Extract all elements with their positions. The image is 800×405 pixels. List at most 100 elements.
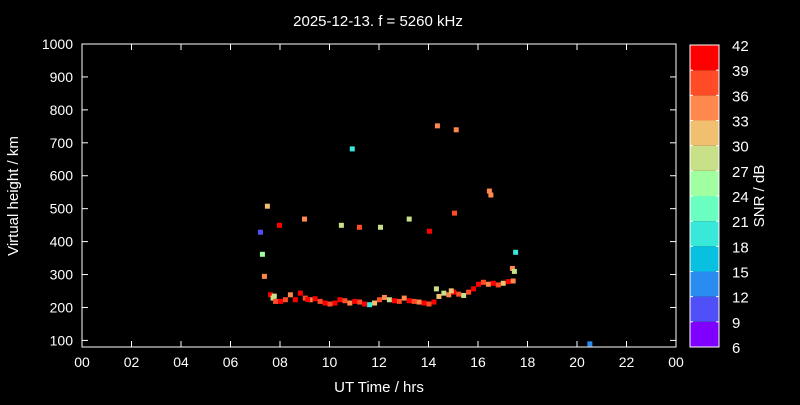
data-point bbox=[377, 297, 382, 303]
data-point bbox=[327, 301, 333, 307]
colorbar-tick-label: 30 bbox=[732, 139, 749, 156]
data-point bbox=[297, 290, 303, 296]
data-points bbox=[257, 123, 593, 347]
y-tick-label: 400 bbox=[50, 234, 74, 250]
colorbar-bin bbox=[690, 296, 719, 322]
y-tick-label: 500 bbox=[50, 201, 74, 217]
colorbar-tick-label: 27 bbox=[732, 164, 749, 181]
data-point bbox=[377, 224, 383, 230]
data-point bbox=[396, 298, 402, 304]
data-point bbox=[273, 298, 279, 304]
data-point bbox=[349, 146, 355, 152]
x-tick-label: 10 bbox=[322, 354, 338, 370]
x-tick-label: 02 bbox=[124, 354, 140, 370]
colorbar-tick-label: 12 bbox=[732, 290, 749, 307]
data-point bbox=[411, 298, 417, 304]
x-axis: 00 02 04 06 08 10 12 14 16 18 20 22 00 bbox=[74, 44, 684, 370]
data-point bbox=[356, 224, 362, 230]
data-point bbox=[426, 228, 432, 234]
x-axis-label: UT Time / hrs bbox=[334, 379, 424, 396]
data-point bbox=[446, 292, 452, 298]
data-point bbox=[317, 298, 323, 304]
colorbar-tick-label: 42 bbox=[732, 38, 749, 55]
colorbar-tick-label: 36 bbox=[732, 88, 749, 105]
x-tick-label: 18 bbox=[520, 354, 536, 370]
data-point bbox=[268, 292, 274, 298]
data-point bbox=[287, 292, 293, 298]
y-tick-label: 900 bbox=[50, 69, 74, 85]
data-point bbox=[282, 297, 288, 303]
data-point bbox=[406, 298, 412, 304]
colorbar-bin bbox=[690, 246, 719, 272]
data-point bbox=[476, 281, 481, 287]
x-tick-label: 20 bbox=[569, 354, 585, 370]
y-tick-label: 1000 bbox=[42, 36, 73, 52]
y-tick-label: 600 bbox=[50, 168, 74, 184]
colorbar-bin bbox=[690, 95, 719, 121]
data-point bbox=[426, 301, 432, 307]
data-point bbox=[441, 290, 447, 296]
data-point bbox=[485, 281, 491, 287]
data-point bbox=[322, 300, 328, 306]
colorbar-label: SNR / dB bbox=[751, 165, 768, 228]
data-point bbox=[342, 298, 348, 304]
data-point bbox=[261, 273, 267, 279]
data-point bbox=[461, 292, 467, 298]
x-tick-label: 08 bbox=[272, 354, 288, 370]
data-point bbox=[480, 279, 486, 285]
colorbar-tick-label: 15 bbox=[732, 265, 749, 282]
y-axis-label: Virtual height / km bbox=[5, 136, 22, 256]
data-point bbox=[433, 286, 439, 292]
data-point bbox=[332, 300, 338, 306]
data-point bbox=[401, 295, 407, 301]
x-tick-label: 00 bbox=[74, 354, 90, 370]
data-point bbox=[509, 265, 515, 271]
data-point bbox=[421, 300, 427, 306]
data-point bbox=[510, 278, 516, 284]
colorbar-bin bbox=[690, 221, 719, 247]
data-point bbox=[292, 297, 298, 303]
x-tick-label: 04 bbox=[173, 354, 189, 370]
colorbar-tick-label: 9 bbox=[732, 315, 740, 332]
colorbar-bin bbox=[690, 70, 719, 96]
y-tick-label: 200 bbox=[50, 299, 74, 315]
data-point bbox=[587, 341, 593, 347]
data-point bbox=[406, 216, 412, 222]
chart-title: 2025-12-13. f = 5260 kHz bbox=[293, 13, 463, 30]
colorbar-bin bbox=[690, 321, 719, 347]
colorbar-tick-label: 24 bbox=[732, 189, 749, 206]
data-point bbox=[259, 251, 265, 257]
data-point bbox=[453, 127, 459, 133]
colorbar-bin bbox=[690, 45, 719, 71]
colorbar-tick-label: 39 bbox=[732, 63, 749, 80]
data-point bbox=[271, 293, 277, 299]
colorbar-bin bbox=[690, 145, 719, 171]
data-point bbox=[338, 222, 344, 228]
y-tick-label: 700 bbox=[50, 135, 74, 151]
data-point bbox=[448, 288, 454, 294]
data-point bbox=[436, 293, 442, 299]
colorbar-bin bbox=[690, 271, 719, 297]
y-tick-label: 300 bbox=[50, 267, 74, 283]
colorbar-bin bbox=[690, 196, 719, 222]
x-tick-label: 00 bbox=[668, 354, 684, 370]
data-point bbox=[391, 298, 397, 304]
colorbar-tick-label: 33 bbox=[732, 114, 749, 131]
data-point bbox=[505, 279, 511, 285]
colorbar: 6 9 12 15 18 21 24 27 30 33 36 39 42 bbox=[689, 38, 749, 357]
data-point bbox=[278, 298, 283, 304]
x-tick-label: 16 bbox=[470, 354, 486, 370]
data-point bbox=[362, 301, 368, 307]
data-point bbox=[264, 203, 270, 209]
data-point bbox=[305, 296, 311, 302]
data-point bbox=[381, 294, 387, 300]
x-tick-label: 14 bbox=[421, 354, 437, 370]
data-point bbox=[511, 268, 517, 274]
colorbar-tick-label: 18 bbox=[732, 239, 749, 256]
data-point bbox=[486, 188, 492, 194]
data-point bbox=[456, 291, 462, 297]
y-tick-label: 800 bbox=[50, 102, 74, 118]
y-axis: 100 200 300 400 500 600 700 800 900 1000 bbox=[42, 36, 676, 348]
colorbar-bin bbox=[690, 120, 719, 146]
data-point bbox=[490, 280, 496, 286]
